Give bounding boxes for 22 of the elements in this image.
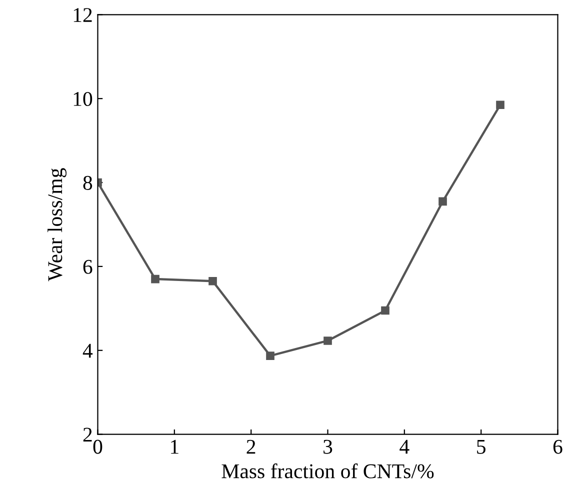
x-tick-label: 5	[477, 440, 486, 454]
point	[438, 197, 447, 206]
x-axis-title: Mass fraction of CNTs/%	[222, 463, 434, 478]
y-tick-label: 6	[83, 260, 92, 274]
point	[324, 336, 332, 345]
point	[208, 276, 217, 286]
point	[381, 306, 390, 315]
x-tick-label: 4	[400, 440, 410, 454]
y-tick-label: 2	[83, 428, 92, 442]
y-tick-label: 10	[74, 92, 92, 106]
y-tick-label: 12	[74, 8, 92, 22]
x-tick-label: 0	[93, 440, 102, 454]
point	[266, 352, 274, 360]
x-tick-label: 1	[171, 440, 178, 454]
y-tick-label: 4	[82, 344, 93, 358]
x-tick-label: 6	[553, 440, 562, 454]
y-axis-title: Wear loss/mg	[48, 168, 66, 282]
x-tick-label: 3	[324, 440, 332, 454]
y-tick-label: 8	[83, 176, 92, 190]
point	[151, 274, 160, 284]
point	[496, 100, 504, 110]
x-tick-label: 2	[246, 440, 256, 454]
